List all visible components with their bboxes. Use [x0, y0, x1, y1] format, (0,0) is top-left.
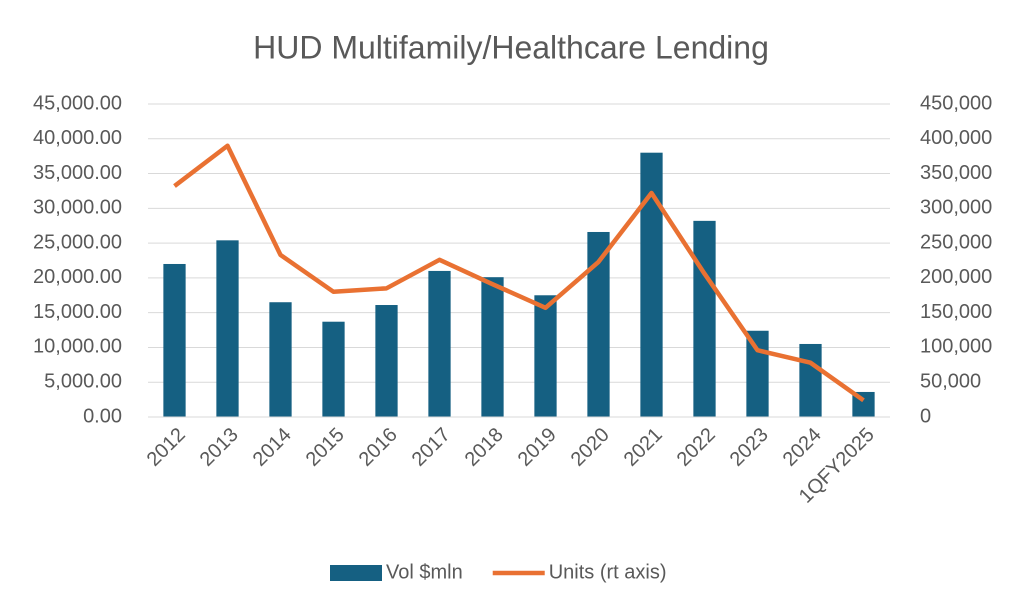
- line: [173, 143, 865, 403]
- x-tick-label: 2020: [567, 424, 614, 471]
- legend-label: Units (rt axis): [549, 561, 667, 583]
- bar: [269, 302, 292, 417]
- legend-label: Vol $mln: [386, 561, 463, 583]
- x-tick-label: 2013: [196, 424, 243, 471]
- bar: [693, 220, 716, 417]
- y2-tick-label: 50,000: [920, 371, 981, 393]
- bar: [322, 321, 345, 417]
- y-tick-label: 35,000.00: [33, 162, 122, 184]
- x-tick-label: 2019: [514, 424, 561, 471]
- y2-tick-label: 400,000: [920, 127, 992, 149]
- y-tick-label: 0.00: [83, 405, 122, 427]
- y-tick-label: 5,000.00: [44, 371, 122, 393]
- y2-tick-label: 0: [920, 405, 931, 427]
- bar: [587, 231, 610, 417]
- bar: [746, 330, 769, 417]
- x-tick-label: 2021: [620, 424, 667, 471]
- y-tick-label: 25,000.00: [33, 231, 122, 253]
- bar: [163, 263, 186, 417]
- y2-tick-label: 200,000: [920, 266, 992, 288]
- x-tick-label: 2016: [355, 424, 402, 471]
- bar: [216, 240, 239, 417]
- chart-title: HUD Multifamily/Healthcare Lending: [253, 29, 769, 65]
- legend-swatch: [330, 565, 382, 581]
- bar: [428, 270, 451, 417]
- y2-tick-label: 100,000: [920, 336, 992, 358]
- y-tick-label: 40,000.00: [33, 127, 122, 149]
- y2-tick-label: 250,000: [920, 231, 992, 253]
- x-tick-label: 2023: [726, 424, 773, 471]
- y-tick-label: 10,000.00: [33, 336, 122, 358]
- bar: [375, 305, 398, 417]
- bar: [534, 295, 557, 417]
- y-tick-label: 20,000.00: [33, 266, 122, 288]
- x-tick-label: 2018: [461, 424, 508, 471]
- x-tick-label: 2022: [673, 424, 720, 471]
- x-tick-label: 2024: [779, 424, 826, 471]
- x-tick-label: 2012: [143, 424, 190, 471]
- bar: [799, 343, 822, 417]
- x-tick-label: 2017: [408, 424, 455, 471]
- bar: [640, 152, 663, 417]
- y2-tick-label: 300,000: [920, 197, 992, 219]
- y-tick-label: 30,000.00: [33, 197, 122, 219]
- y2-tick-label: 450,000: [920, 92, 992, 114]
- y-tick-label: 15,000.00: [33, 301, 122, 323]
- bar: [481, 277, 504, 417]
- x-tick-label: 2015: [302, 424, 349, 471]
- x-tick-label: 2014: [249, 424, 296, 471]
- y2-tick-label: 150,000: [920, 301, 992, 323]
- y-tick-label: 45,000.00: [33, 92, 122, 114]
- y2-tick-label: 350,000: [920, 162, 992, 184]
